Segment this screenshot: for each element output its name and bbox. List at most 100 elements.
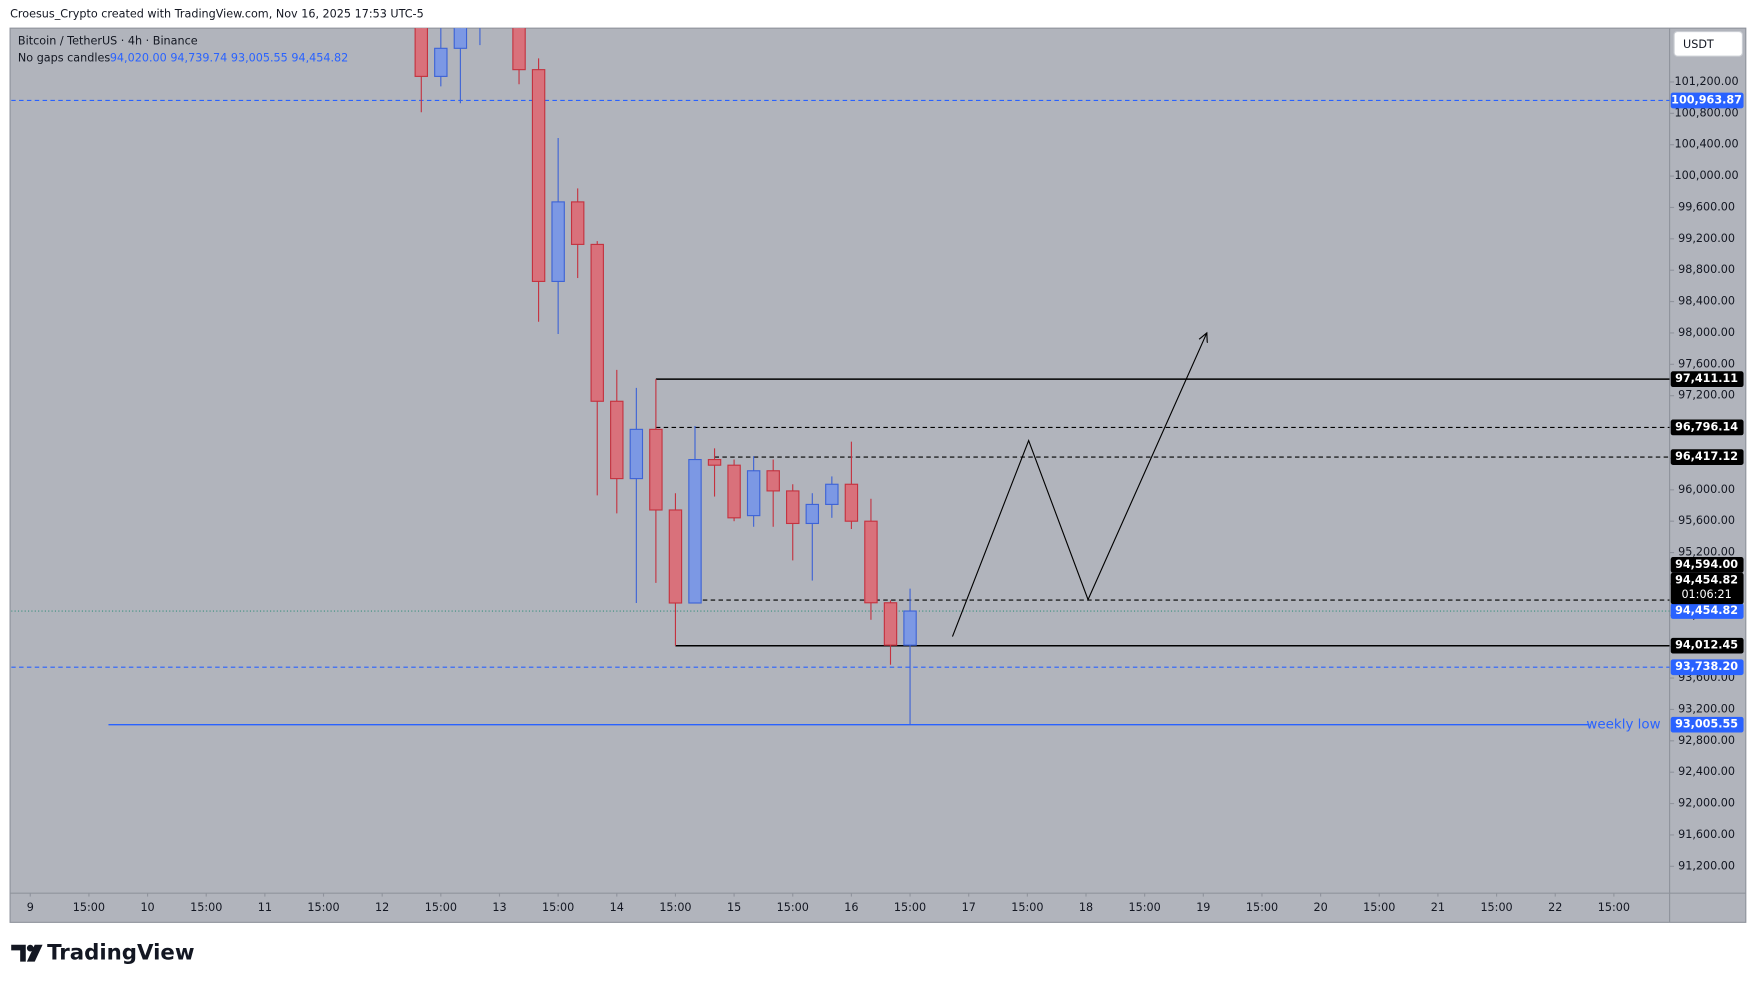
chart-background [9,27,1747,923]
price-label-box [1670,557,1744,573]
candle-body [786,490,800,525]
x-tick-label: 15:00 [1246,901,1278,914]
y-tick-label: 92,000.00 [1678,797,1735,810]
candle-body [883,602,898,646]
y-tick-label: 98,000.00 [1678,326,1735,339]
currency-label[interactable]: USDT [1683,38,1714,51]
last-price-label: 94,454.82 [1675,574,1738,587]
x-tick-label: 18 [1079,901,1093,914]
x-tick-label: 15:00 [542,901,574,914]
logo-dot [26,944,34,952]
x-tick-label: 22 [1548,901,1562,914]
candle-body [590,243,604,402]
y-tick-label: 99,200.00 [1678,232,1735,245]
price-label-box [1670,659,1744,676]
candle-body [903,610,917,646]
price-label-box [1670,419,1744,436]
price-label: 96,417.12 [1675,450,1738,463]
x-tick-label: 15 [727,901,741,914]
x-tick-label: 15:00 [73,901,105,914]
y-tick-label: 100,000.00 [1675,169,1739,182]
x-tick-label: 12 [375,901,389,914]
countdown: 01:06:21 [1681,588,1731,601]
y-tick-label: 99,600.00 [1678,200,1735,213]
candle-body [825,483,839,505]
x-tick-label: 15:00 [1480,901,1512,914]
candle-mode: No gaps candles [18,51,110,64]
price-label: 94,594.00 [1675,558,1738,571]
x-tick-label: 15:00 [1598,901,1630,914]
x-tick-label: 15:00 [1363,901,1395,914]
candle-body [610,400,624,480]
candle-body [414,28,429,77]
candle-body [746,470,761,517]
candle-body [512,28,526,71]
ohlc-low: 93,005.55 [231,51,288,64]
y-tick-label: 97,600.00 [1678,357,1735,370]
candle-body [551,201,565,282]
x-tick-label: 9 [27,901,34,914]
y-tick-label: 91,600.00 [1678,828,1735,841]
ohlc-high: 94,739.74 [170,51,227,64]
ohlc-close: 94,454.82 [291,51,348,64]
price-label-box [1670,603,1744,619]
x-tick-label: 15:00 [190,901,222,914]
x-tick-label: 10 [140,901,154,914]
y-tick-label: 97,200.00 [1678,389,1735,402]
price-label: 97,411.11 [1675,372,1738,385]
candle-body [688,458,702,604]
x-tick-label: 17 [962,901,976,914]
currency-button[interactable] [1673,30,1743,57]
last-price-box [1670,572,1744,605]
price-label: 96,796.14 [1675,420,1738,433]
x-tick-label: 15:00 [1011,901,1043,914]
x-tick-label: 11 [258,901,272,914]
brand-name: TradingView [47,941,194,966]
x-tick-label: 15:00 [425,901,457,914]
y-tick-label: 93,200.00 [1678,702,1735,715]
candle-body [844,483,859,522]
candle-body [649,428,663,511]
y-tick-label: 95,600.00 [1678,514,1735,527]
price-label-box [1670,716,1744,733]
ohlc-open: 94,020.00 [110,51,167,64]
candle-body [707,458,722,466]
logo-mark [11,944,26,962]
y-tick-label: 91,200.00 [1678,859,1735,872]
candle-body [453,28,468,49]
y-tick-label: 98,400.00 [1678,295,1735,308]
candle-body [570,201,585,245]
credit: Croesus_Crypto created with TradingView.… [10,8,424,21]
candle-body [629,428,644,480]
x-tick-label: 21 [1431,901,1445,914]
candle-body [668,509,683,604]
price-label-box [1670,449,1744,465]
symbol-title: Bitcoin / TetherUS · 4h · Binance [18,35,198,48]
price-label-box [1670,637,1744,654]
y-tick-label: 96,000.00 [1678,483,1735,496]
candle-body [864,520,878,604]
x-tick-label: 15:00 [1129,901,1161,914]
x-tick-label: 14 [610,901,624,914]
candle-body [727,464,741,519]
y-tick-label: 100,800.00 [1675,106,1739,119]
x-tick-label: 20 [1313,901,1327,914]
projection-path [951,333,1206,637]
x-tick-label: 16 [844,901,858,914]
x-tick-label: 15:00 [659,901,691,914]
price-label: 100,963.87 [1671,93,1742,106]
candle-body [805,503,820,525]
price-label: 93,738.20 [1675,660,1738,673]
y-tick-label: 98,800.00 [1678,263,1735,276]
y-tick-label: 100,400.00 [1675,138,1739,151]
price-label-box [1670,92,1744,109]
x-tick-label: 15:00 [777,901,809,914]
y-tick-label: 101,200.00 [1675,75,1739,88]
logo-mark [26,944,43,962]
x-tick-label: 19 [1196,901,1210,914]
y-tick-label: 92,800.00 [1678,734,1735,747]
y-tick-label: 95,200.00 [1678,546,1735,559]
candle-body [434,47,448,77]
x-tick-label: 15:00 [894,901,926,914]
